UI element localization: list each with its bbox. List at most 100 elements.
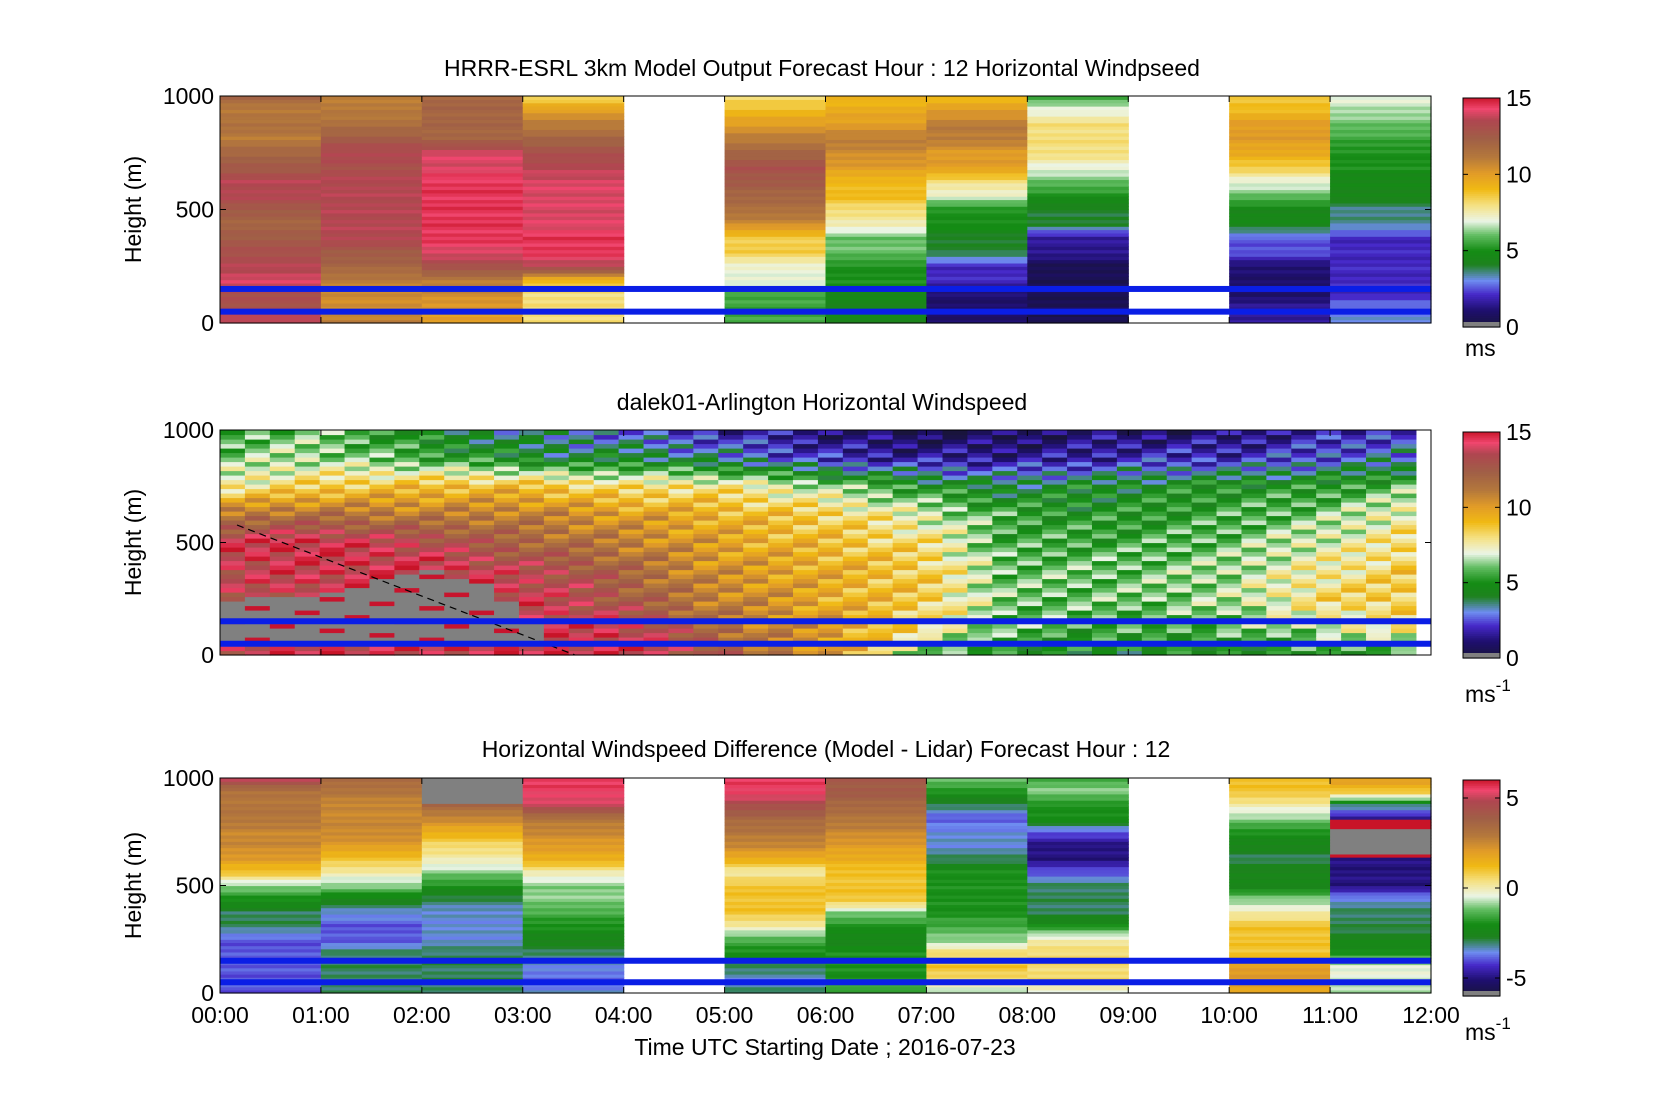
model-cell — [220, 129, 322, 134]
model-cell — [1027, 169, 1129, 174]
lidar-cell — [568, 542, 595, 548]
lidar-cell — [494, 596, 520, 602]
difference-cell — [522, 907, 625, 912]
lidar-cell — [793, 475, 819, 481]
lidar-cell — [768, 583, 794, 589]
lidar-cell — [518, 538, 545, 544]
lidar-cell — [220, 592, 246, 598]
lidar-cell — [1266, 628, 1292, 634]
model-y-axis-label: Height (m) — [120, 156, 146, 263]
lidar-cell — [593, 547, 620, 553]
difference-cell — [522, 803, 625, 808]
lidar-cell — [643, 493, 670, 499]
lidar-cell — [942, 479, 969, 485]
lidar-cell — [1067, 529, 1093, 535]
lidar-cell — [1341, 484, 1367, 490]
lidar-cell — [220, 565, 246, 571]
lidar-cell — [842, 502, 869, 508]
difference-cell — [724, 806, 827, 811]
lidar-cell — [220, 587, 246, 593]
model-cell — [724, 236, 827, 241]
difference-cell — [1330, 869, 1432, 874]
difference-cell — [421, 863, 524, 868]
lidar-cell — [1017, 515, 1043, 521]
lidar-cell — [1366, 430, 1392, 436]
difference-cell — [724, 967, 827, 972]
model-cell — [421, 276, 524, 281]
lidar-cell — [494, 515, 520, 521]
lidar-cell — [1266, 596, 1292, 602]
lidar-cell — [294, 614, 321, 620]
model-heatmap-cells — [220, 96, 1432, 324]
lidar-cell — [867, 610, 894, 616]
difference-cell — [220, 800, 322, 804]
difference-cell — [220, 809, 322, 814]
lidar-cell — [1191, 457, 1218, 463]
model-cell — [1330, 299, 1432, 304]
lidar-cell — [1366, 448, 1392, 454]
lidar-cell — [269, 524, 296, 530]
difference-colorbar-swatch — [1463, 870, 1500, 873]
lidar-colorbar-swatch — [1463, 501, 1500, 505]
lidar-cell — [1316, 587, 1342, 593]
model-cell — [1330, 146, 1432, 151]
model-cell — [220, 196, 322, 201]
lidar-cell — [768, 632, 794, 638]
model-colorbar-swatch — [1463, 107, 1500, 111]
lidar-cell — [1341, 592, 1367, 598]
difference-cell — [320, 967, 423, 972]
difference-cell — [1027, 907, 1129, 912]
model-cell — [522, 142, 625, 147]
lidar-cell — [1116, 493, 1143, 499]
lidar-cell — [892, 466, 919, 472]
difference-cell — [724, 847, 827, 852]
lidar-cell — [668, 542, 694, 548]
model-cell — [1229, 116, 1331, 120]
difference-colorbar-swatch — [1463, 848, 1500, 851]
lidar-cell — [1017, 470, 1043, 476]
difference-cell — [1330, 885, 1432, 890]
lidar-cell — [1166, 475, 1193, 481]
model-cell — [926, 192, 1028, 197]
difference-cell — [421, 806, 524, 811]
lidar-cell — [668, 443, 694, 449]
lidar-cell — [743, 457, 769, 463]
lidar-cell — [1341, 574, 1367, 580]
model-colorbar-swatch — [1463, 288, 1500, 292]
model-cell — [522, 182, 625, 187]
lidar-cell — [867, 650, 894, 656]
lidar-cell — [1067, 623, 1093, 629]
model-cell — [1229, 249, 1331, 254]
model-cell — [926, 252, 1028, 257]
lidar-cell — [1316, 466, 1342, 472]
lidar-cell — [668, 610, 694, 616]
lidar-cell — [1091, 529, 1118, 535]
lidar-cell — [1390, 610, 1417, 616]
difference-colorbar-swatch — [1463, 907, 1500, 911]
lidar-colorbar-swatch — [1463, 561, 1500, 565]
lidar-cell — [593, 583, 620, 589]
lidar-cell — [394, 470, 420, 476]
lidar-cell — [369, 632, 395, 638]
lidar-cell — [1241, 646, 1267, 652]
difference-colorbar-swatch — [1463, 864, 1500, 867]
lidar-cell — [1067, 650, 1093, 656]
difference-cell — [724, 778, 827, 782]
difference-cell — [522, 844, 625, 849]
lidar-cell — [892, 596, 919, 602]
model-cell — [220, 109, 322, 114]
lidar-cell — [1291, 520, 1317, 526]
lidar-cell — [494, 637, 520, 643]
lidar-cell — [1341, 637, 1367, 643]
difference-cell — [926, 932, 1028, 937]
lidar-cell — [668, 533, 694, 539]
lidar-cell — [394, 614, 420, 620]
lidar-cell — [1341, 623, 1367, 629]
lidar-cell — [369, 457, 395, 463]
model-cell — [421, 316, 524, 321]
lidar-cell — [1067, 470, 1093, 476]
difference-cell — [926, 948, 1028, 953]
model-cell — [926, 272, 1028, 277]
lidar-colorbar-swatch — [1463, 465, 1500, 469]
